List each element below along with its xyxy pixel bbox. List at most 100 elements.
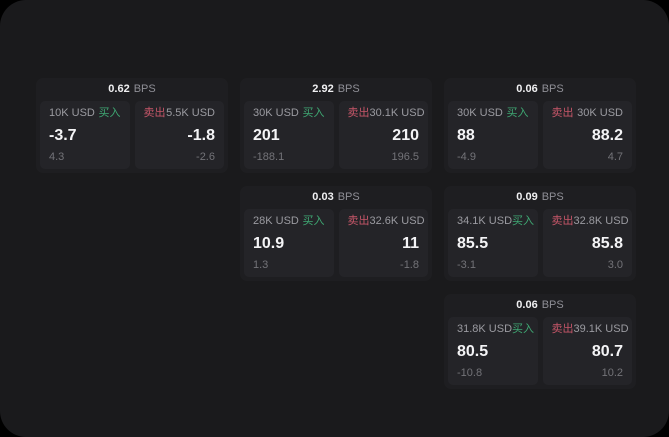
buy-tile[interactable]: 30K USD 买入 201 -188.1 <box>244 101 334 169</box>
buy-price: 80.5 <box>457 342 489 360</box>
notional-amount: 31.8K USD <box>457 323 513 335</box>
buy-tile[interactable]: 30K USD 买入 88 -4.9 <box>448 101 538 169</box>
spread-card: 0.06 BPS 30K USD 买入 88 -4.9 卖出 30K USD <box>444 78 636 173</box>
bps-unit: BPS <box>541 191 564 203</box>
bps-value: 0.06 <box>516 83 538 95</box>
spread-card: 0.62 BPS 10K USD 买入 -3.7 4.3 卖出 5.5K USD <box>36 78 228 173</box>
notional-amount: 32.8K USD <box>573 215 629 227</box>
buy-price: 85.5 <box>457 234 489 252</box>
sell-tile-header: 卖出 30.1K USD <box>347 107 425 119</box>
buy-side-label: 买入 <box>512 323 535 335</box>
sell-tile[interactable]: 卖出 30K USD 88.2 4.7 <box>542 101 632 169</box>
quote-panels: 30K USD 买入 201 -188.1 卖出 30.1K USD 210 1… <box>244 101 428 169</box>
notional-amount: 30K USD <box>577 107 623 119</box>
spread-cards-grid: 0.62 BPS 10K USD 买入 -3.7 4.3 卖出 5.5K USD <box>36 78 636 389</box>
buy-delta: -10.8 <box>457 367 483 379</box>
buy-tile-header: 34.1K USD 买入 <box>457 215 534 227</box>
buy-tile-header: 30K USD 买入 <box>253 108 325 119</box>
bps-header: 2.92 BPS <box>244 78 428 101</box>
buy-price: -3.7 <box>49 126 77 144</box>
bps-header: 0.03 BPS <box>244 186 428 209</box>
quote-panels: 30K USD 买入 88 -4.9 卖出 30K USD 88.2 4.7 <box>448 101 632 169</box>
spread-card: 0.09 BPS 34.1K USD 买入 85.5 -3.1 卖出 32.8K… <box>444 186 636 281</box>
sell-delta: -1.8 <box>400 259 419 271</box>
buy-tile[interactable]: 10K USD 买入 -3.7 4.3 <box>40 101 130 169</box>
buy-price: 10.9 <box>253 234 285 252</box>
buy-side-label: 买入 <box>506 107 529 119</box>
spread-card: 2.92 BPS 30K USD 买入 201 -188.1 卖出 30.1K … <box>240 78 432 173</box>
notional-amount: 10K USD <box>49 107 95 119</box>
notional-amount: 5.5K USD <box>166 107 215 119</box>
notional-amount: 34.1K USD <box>457 215 513 227</box>
sell-tile[interactable]: 卖出 32.6K USD 11 -1.8 <box>338 209 428 277</box>
sell-side-label: 卖出 <box>347 215 370 227</box>
bps-header: 0.06 BPS <box>448 294 632 317</box>
bps-value: 0.62 <box>108 83 130 95</box>
buy-delta: 1.3 <box>253 259 269 271</box>
sell-price: -1.8 <box>187 126 215 144</box>
buy-tile-header: 30K USD 买入 <box>457 108 529 119</box>
sell-side-label: 卖出 <box>143 107 166 119</box>
sell-tile[interactable]: 卖出 32.8K USD 85.8 3.0 <box>542 209 632 277</box>
sell-delta: 4.7 <box>607 151 623 163</box>
buy-tile[interactable]: 28K USD 买入 10.9 1.3 <box>244 209 334 277</box>
sell-price: 210 <box>392 126 419 144</box>
bps-header: 0.09 BPS <box>448 186 632 209</box>
sell-tile-header: 卖出 5.5K USD <box>144 108 216 119</box>
bps-header: 0.62 BPS <box>40 78 224 101</box>
bps-unit: BPS <box>337 191 360 203</box>
notional-amount: 39.1K USD <box>573 323 629 335</box>
bps-unit: BPS <box>337 83 360 95</box>
sell-side-label: 卖出 <box>551 323 574 335</box>
sell-side-label: 卖出 <box>347 107 370 119</box>
sell-tile[interactable]: 卖出 39.1K USD 80.7 10.2 <box>542 317 632 385</box>
notional-amount: 30K USD <box>457 107 503 119</box>
buy-delta: -3.1 <box>457 259 476 271</box>
bps-unit: BPS <box>541 83 564 95</box>
sell-price: 88.2 <box>591 126 623 144</box>
notional-amount: 28K USD <box>253 215 299 227</box>
buy-tile-header: 28K USD 买入 <box>253 216 325 227</box>
buy-delta: 4.3 <box>49 151 65 163</box>
buy-tile-header: 10K USD 买入 <box>49 108 121 119</box>
sell-side-label: 卖出 <box>551 107 574 119</box>
bps-header: 0.06 BPS <box>448 78 632 101</box>
quote-panels: 31.8K USD 买入 80.5 -10.8 卖出 39.1K USD 80.… <box>448 317 632 385</box>
quote-panels: 10K USD 买入 -3.7 4.3 卖出 5.5K USD -1.8 -2.… <box>40 101 224 169</box>
quote-panels: 28K USD 买入 10.9 1.3 卖出 32.6K USD 11 -1.8 <box>244 209 428 277</box>
bps-unit: BPS <box>541 299 564 311</box>
bps-value: 0.06 <box>516 299 538 311</box>
notional-amount: 30K USD <box>253 107 299 119</box>
buy-tile[interactable]: 31.8K USD 买入 80.5 -10.8 <box>448 317 538 385</box>
sell-delta: 10.2 <box>601 367 623 379</box>
buy-side-label: 买入 <box>512 215 535 227</box>
quote-panels: 34.1K USD 买入 85.5 -3.1 卖出 32.8K USD 85.8… <box>448 209 632 277</box>
sell-tile-header: 卖出 32.8K USD <box>551 215 629 227</box>
buy-tile[interactable]: 34.1K USD 买入 85.5 -3.1 <box>448 209 538 277</box>
spread-card: 0.06 BPS 31.8K USD 买入 80.5 -10.8 卖出 39.1… <box>444 294 636 389</box>
sell-side-label: 卖出 <box>551 215 574 227</box>
sell-tile-header: 卖出 32.6K USD <box>347 215 425 227</box>
spread-card: 0.03 BPS 28K USD 买入 10.9 1.3 卖出 32.6K US… <box>240 186 432 281</box>
sell-tile[interactable]: 卖出 30.1K USD 210 196.5 <box>338 101 428 169</box>
sell-tile-header: 卖出 39.1K USD <box>551 323 629 335</box>
buy-side-label: 买入 <box>302 107 325 119</box>
sell-delta: -2.6 <box>196 151 215 163</box>
sell-price: 85.8 <box>591 234 623 252</box>
bps-value: 2.92 <box>312 83 334 95</box>
bps-value: 0.03 <box>312 191 334 203</box>
sell-delta: 196.5 <box>391 151 419 163</box>
sell-tile[interactable]: 卖出 5.5K USD -1.8 -2.6 <box>134 101 224 169</box>
buy-price: 88 <box>457 126 475 144</box>
sell-delta: 3.0 <box>607 259 623 271</box>
buy-side-label: 买入 <box>302 215 325 227</box>
buy-delta: -188.1 <box>253 151 285 163</box>
bps-unit: BPS <box>133 83 156 95</box>
sell-price: 11 <box>402 234 419 252</box>
buy-delta: -4.9 <box>457 151 476 163</box>
buy-price: 201 <box>253 126 280 144</box>
notional-amount: 30.1K USD <box>369 107 425 119</box>
sell-tile-header: 卖出 30K USD <box>552 108 624 119</box>
sell-price: 80.7 <box>591 342 623 360</box>
